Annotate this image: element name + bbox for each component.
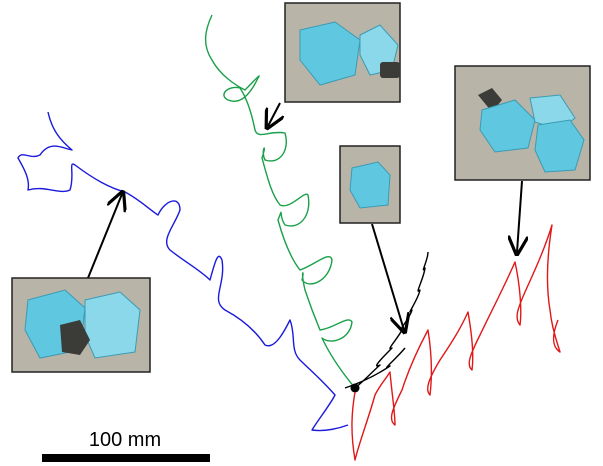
figure: 100 mm xyxy=(0,0,603,466)
photo-inset xyxy=(455,66,590,180)
arrow xyxy=(88,194,122,278)
arrow xyxy=(372,224,404,330)
scale-bar xyxy=(42,454,210,462)
arrow xyxy=(517,181,522,252)
blue-trajectory xyxy=(18,112,348,431)
photo-inset xyxy=(12,278,150,372)
photo-inset xyxy=(340,146,400,223)
start-point xyxy=(351,384,360,393)
photo-inset xyxy=(285,3,400,102)
scale-bar-label: 100 mm xyxy=(89,429,161,451)
arrow xyxy=(268,103,280,126)
